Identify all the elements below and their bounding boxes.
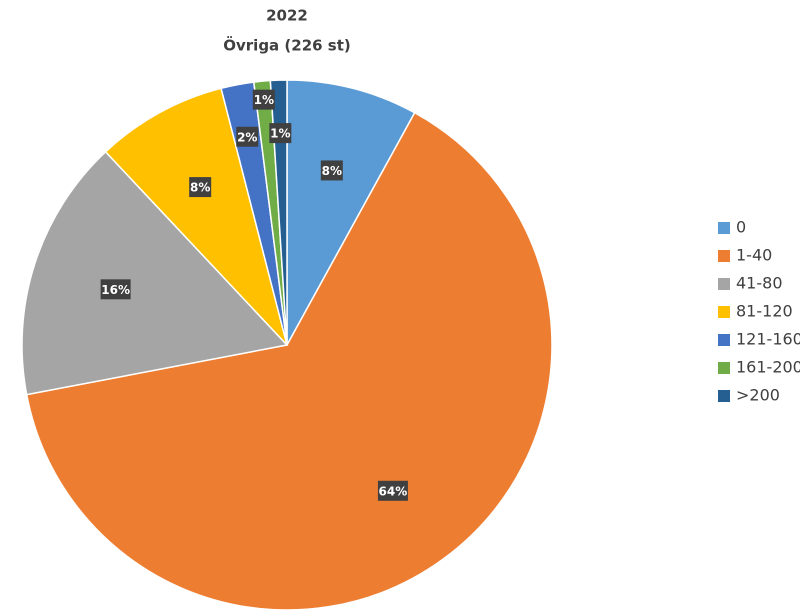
- data-label-bg: [269, 123, 292, 144]
- legend-label: 1-40: [736, 246, 772, 265]
- data-label: 1%: [254, 93, 274, 107]
- legend-swatch: [718, 362, 730, 374]
- data-label: 16%: [101, 283, 130, 297]
- pie-slice: [269, 79, 288, 346]
- data-label-bg: [100, 279, 131, 300]
- data-label-bg: [189, 177, 212, 198]
- data-label: 2%: [237, 130, 257, 144]
- legend-label: 81-120: [736, 302, 793, 321]
- legend-swatch: [718, 222, 730, 234]
- data-label: 8%: [190, 181, 210, 195]
- data-label-bg: [320, 160, 343, 181]
- data-label-bg: [377, 480, 408, 501]
- chart-title: 2022: [266, 7, 308, 25]
- legend-label: 121-160: [736, 330, 800, 349]
- data-label-bg: [236, 126, 259, 147]
- pie-slice: [104, 87, 288, 346]
- pie-slice: [286, 79, 416, 346]
- legend-swatch: [718, 306, 730, 318]
- legend-label: 161-200: [736, 358, 800, 377]
- pie-slice: [21, 150, 289, 396]
- legend-label: 0: [736, 218, 746, 237]
- legend-label: >200: [736, 386, 780, 405]
- data-label-bg: [252, 89, 275, 110]
- legend-swatch: [718, 250, 730, 262]
- legend-label: 41-80: [736, 274, 783, 293]
- legend-swatch: [718, 390, 730, 402]
- pie-slice: [25, 111, 553, 611]
- data-label: 8%: [322, 164, 342, 178]
- data-label: 64%: [379, 484, 408, 498]
- data-label: 1%: [270, 127, 290, 141]
- chart-subtitle: Övriga (226 st): [223, 36, 351, 55]
- legend-swatch: [718, 278, 730, 290]
- legend-swatch: [718, 334, 730, 346]
